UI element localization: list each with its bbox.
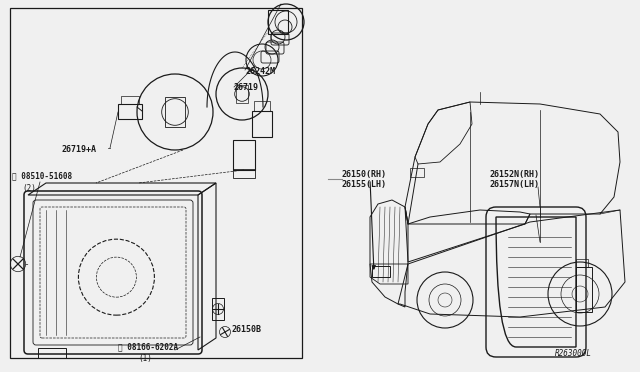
Text: 26150(RH): 26150(RH) — [342, 170, 387, 179]
Text: 26150B: 26150B — [232, 326, 262, 334]
Bar — [268, 10, 288, 34]
Bar — [212, 298, 224, 320]
Bar — [165, 97, 185, 127]
Text: 26157N(LH): 26157N(LH) — [490, 180, 540, 189]
Bar — [576, 267, 592, 312]
Bar — [252, 111, 272, 137]
Text: 26242M: 26242M — [245, 67, 275, 77]
Text: (1): (1) — [138, 353, 152, 362]
Text: R263000L: R263000L — [555, 350, 592, 359]
Text: Ⓢ 08510-51608: Ⓢ 08510-51608 — [12, 171, 72, 180]
Text: 26152N(RH): 26152N(RH) — [490, 170, 540, 179]
Bar — [372, 266, 390, 277]
Bar — [410, 168, 424, 177]
Bar — [121, 96, 139, 104]
Bar — [233, 140, 255, 170]
Text: 26155(LH): 26155(LH) — [342, 180, 387, 189]
Bar — [233, 169, 255, 178]
Bar — [254, 101, 270, 111]
Text: Ⓑ 08166-6202A: Ⓑ 08166-6202A — [118, 343, 178, 352]
Bar — [38, 348, 66, 358]
Text: 26719: 26719 — [234, 83, 259, 93]
Bar — [236, 85, 248, 103]
Text: 26719+A: 26719+A — [62, 145, 97, 154]
Text: (2): (2) — [22, 185, 36, 193]
Bar — [576, 259, 588, 267]
Bar — [10, 8, 302, 358]
Bar — [118, 104, 142, 119]
